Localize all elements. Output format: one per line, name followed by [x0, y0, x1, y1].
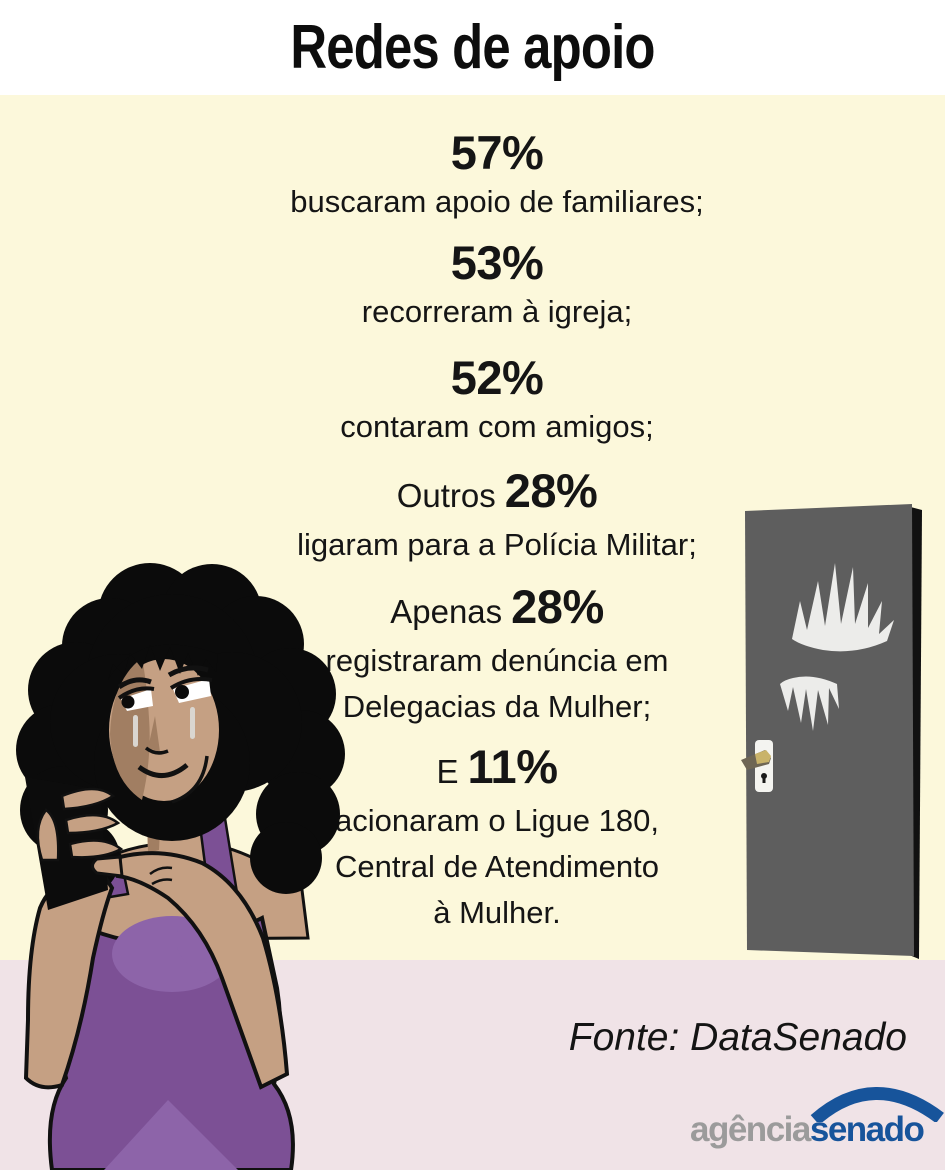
- woman-illustration: [0, 558, 345, 1170]
- logo-agencia: agência: [690, 1110, 811, 1149]
- stat-igreja: 53% recorreram à igreja;: [167, 236, 827, 335]
- stat-prefix: Outros: [396, 477, 496, 514]
- stat-description: recorreram à igreja;: [361, 294, 633, 329]
- stat-ligue-180: E 11% acionaram o Ligue 180, Central de A…: [167, 740, 827, 936]
- jaw-line: [171, 755, 209, 804]
- stat-description: acionaram o Ligue 180,: [334, 803, 659, 838]
- top-white-band: [0, 0, 945, 95]
- sad-mouth: [137, 763, 189, 778]
- scratch-mark-upper: [792, 563, 894, 652]
- stat-value: 57%: [450, 126, 544, 179]
- eyebrow-right: [167, 665, 209, 678]
- pointing-finger: [91, 855, 124, 878]
- stats-column: 57% buscaram apoio de familiares; 53% re…: [167, 0, 827, 960]
- stat-description: Central de Atendimento: [335, 849, 659, 884]
- stat-amigos: 52% contaram com amigos;: [167, 351, 827, 450]
- nose-shadow: [148, 716, 160, 752]
- scratch-mark-lower: [780, 676, 839, 731]
- stat-description: à Mulher.: [433, 895, 561, 930]
- stat-policia-militar: Outros 28% ligaram para a Polícia Militar…: [167, 464, 827, 568]
- stat-prefix: E: [436, 753, 459, 790]
- door-handle: [755, 750, 771, 764]
- door-illustration: [735, 498, 930, 960]
- page-title: Redes de apoio: [290, 13, 655, 82]
- logo-senado: senado: [809, 1110, 925, 1149]
- stat-description: Delegacias da Mulher;: [342, 689, 652, 724]
- stat-value: 11%: [467, 740, 558, 793]
- nose: [144, 746, 169, 755]
- door-panel: [745, 504, 914, 956]
- stat-description: ligaram para a Polícia Militar;: [297, 527, 697, 562]
- stat-value: 28%: [504, 464, 598, 517]
- pointing-arm: [91, 851, 290, 1090]
- source-credit: Fonte: DataSenado: [568, 1016, 907, 1059]
- stat-familiares: 57% buscaram apoio de familiares;: [167, 126, 827, 225]
- left-arm: [23, 869, 115, 1090]
- stat-delegacias: Apenas 28% registraram denúncia em Delega…: [167, 580, 827, 730]
- senado-arc-icon: [810, 1087, 944, 1122]
- crying-woman-icon: [16, 563, 345, 1170]
- face: [108, 644, 219, 804]
- agencia-senado-logo: agênciasenado: [690, 1078, 944, 1156]
- stat-value: 53%: [450, 236, 544, 289]
- stat-value: 52%: [450, 351, 544, 404]
- stat-prefix: Apenas: [390, 593, 503, 630]
- scratched-door-icon: [741, 504, 922, 959]
- stat-description: contaram com amigos;: [340, 409, 654, 444]
- tear-left: [133, 715, 138, 747]
- stat-description: registraram denúncia em: [325, 643, 669, 678]
- stat-value: 28%: [511, 580, 604, 633]
- holding-hand: [36, 787, 124, 862]
- hairline: [108, 644, 218, 680]
- stat-description: buscaram apoio de familiares;: [290, 184, 704, 219]
- eyebrow-left: [117, 677, 152, 690]
- tear-right: [190, 707, 195, 739]
